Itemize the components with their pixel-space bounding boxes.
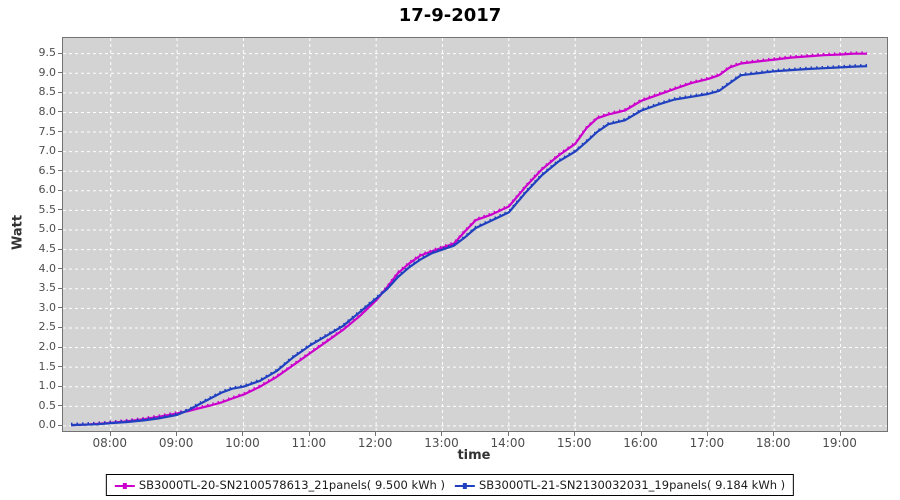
plot-canvas <box>63 38 887 431</box>
y-tick-label: 2.5 <box>38 320 57 334</box>
y-tick-mark <box>58 209 62 211</box>
x-tick-mark <box>773 432 775 436</box>
y-tick-label: 0.5 <box>38 398 57 412</box>
y-tick-label: 6.0 <box>38 183 57 197</box>
x-axis-title: time <box>457 448 491 463</box>
x-tick-label: 11:00 <box>291 436 327 450</box>
y-tick-label: 7.0 <box>38 144 57 158</box>
x-tick-mark <box>839 432 841 436</box>
y-tick-mark <box>58 228 62 230</box>
x-tick-label: 17:00 <box>689 436 725 450</box>
y-tick-mark <box>58 72 62 74</box>
legend-label-series1: SB3000TL-20-SN2100578613_21panels( 9.500… <box>138 478 445 492</box>
x-tick-label: 15:00 <box>556 436 592 450</box>
y-tick-label: 5.5 <box>38 202 57 216</box>
x-tick-mark <box>109 432 111 436</box>
legend: SB3000TL-20-SN2100578613_21panels( 9.500… <box>105 474 795 496</box>
y-tick-mark <box>58 131 62 133</box>
legend-label-series2: SB3000TL-21-SN2130032031_19panels( 9.184… <box>479 478 786 492</box>
y-tick-label: 9.0 <box>38 65 57 79</box>
x-tick-mark <box>308 432 310 436</box>
x-tick-label: 12:00 <box>357 436 393 450</box>
y-tick-mark <box>58 287 62 289</box>
y-tick-label: 5.0 <box>38 222 57 236</box>
x-tick-label: 09:00 <box>158 436 194 450</box>
y-tick-label: 0.0 <box>38 418 57 432</box>
y-tick-mark <box>58 346 62 348</box>
y-tick-label: 4.0 <box>38 261 57 275</box>
x-tick-mark <box>242 432 244 436</box>
y-tick-label: 8.5 <box>38 85 57 99</box>
x-tick-label: 13:00 <box>424 436 459 450</box>
x-tick-label: 14:00 <box>490 436 526 450</box>
x-tick-mark <box>176 432 178 436</box>
y-tick-label: 1.0 <box>38 379 57 393</box>
y-tick-mark <box>58 326 62 328</box>
y-tick-label: 6.5 <box>38 163 57 177</box>
x-tick-label: 08:00 <box>92 436 128 450</box>
plot-area <box>62 37 888 432</box>
y-tick-mark <box>58 385 62 387</box>
y-tick-mark <box>58 91 62 93</box>
y-tick-mark <box>58 405 62 407</box>
y-tick-mark <box>58 268 62 270</box>
y-tick-mark <box>58 366 62 368</box>
series1-line-marker-icon <box>114 481 135 490</box>
y-tick-mark <box>58 424 62 426</box>
x-tick-label: 16:00 <box>623 436 658 450</box>
x-tick-mark <box>706 432 708 436</box>
x-tick-label: 10:00 <box>225 436 260 450</box>
y-tick-label: 4.5 <box>38 242 57 256</box>
x-tick-label: 18:00 <box>755 436 791 450</box>
legend-item-series1: SB3000TL-20-SN2100578613_21panels( 9.500… <box>114 478 445 492</box>
y-axis-title: Watt <box>10 214 26 251</box>
y-tick-mark <box>58 52 62 54</box>
y-tick-mark <box>58 189 62 191</box>
y-tick-mark <box>58 248 62 250</box>
y-tick-mark <box>58 170 62 172</box>
y-tick-mark <box>58 150 62 152</box>
y-tick-label: 3.5 <box>38 281 57 295</box>
y-tick-label: 1.5 <box>38 359 57 373</box>
y-tick-mark <box>58 111 62 113</box>
chart-title: 17-9-2017 <box>398 5 502 26</box>
y-tick-label: 2.0 <box>38 340 57 354</box>
x-tick-mark <box>441 432 443 436</box>
y-tick-label: 8.0 <box>38 104 57 118</box>
y-tick-label: 7.5 <box>38 124 57 138</box>
series2-line-marker-icon <box>455 481 475 490</box>
x-tick-mark <box>574 432 576 436</box>
legend-item-series2: SB3000TL-21-SN2130032031_19panels( 9.184… <box>455 478 785 492</box>
x-tick-mark <box>507 432 509 436</box>
y-tick-mark <box>58 307 62 309</box>
y-tick-label: 9.5 <box>38 46 57 60</box>
x-tick-mark <box>375 432 377 436</box>
x-tick-label: 19:00 <box>822 436 857 450</box>
x-tick-mark <box>640 432 642 436</box>
y-tick-label: 3.0 <box>38 300 57 314</box>
